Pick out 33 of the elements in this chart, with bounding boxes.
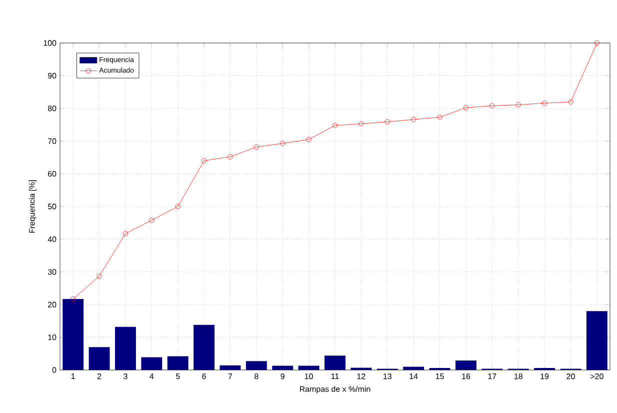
point	[568, 99, 574, 104]
bar	[246, 361, 267, 370]
point	[542, 100, 548, 106]
point	[201, 158, 207, 164]
point	[122, 231, 128, 236]
point	[384, 119, 390, 124]
point	[516, 102, 521, 108]
point	[149, 218, 154, 223]
bar	[167, 356, 188, 370]
point	[410, 116, 416, 122]
bar	[88, 347, 110, 370]
point	[437, 114, 442, 120]
point	[332, 122, 338, 128]
bar	[403, 366, 424, 370]
bar	[272, 366, 294, 370]
point	[358, 121, 364, 126]
bar	[298, 366, 320, 370]
bar	[455, 360, 476, 370]
point	[228, 154, 233, 160]
bar	[115, 326, 136, 370]
bar	[194, 324, 215, 370]
point	[254, 144, 260, 150]
bar	[220, 365, 241, 370]
bar	[324, 356, 346, 370]
point	[306, 136, 312, 142]
point	[490, 103, 495, 108]
point	[280, 140, 286, 146]
bar	[141, 357, 162, 370]
bar	[62, 299, 84, 370]
point	[96, 274, 102, 279]
point	[463, 105, 469, 110]
point	[175, 204, 180, 210]
bar	[586, 311, 608, 370]
